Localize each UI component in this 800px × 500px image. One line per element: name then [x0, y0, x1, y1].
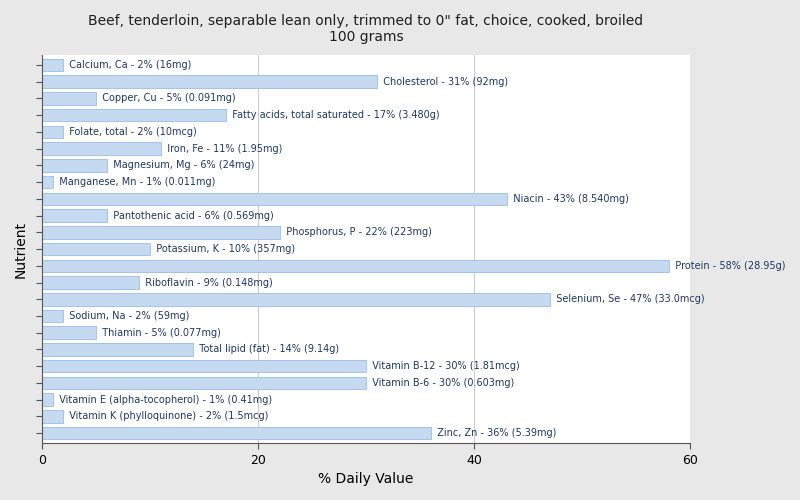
Text: Magnesium, Mg - 6% (24mg): Magnesium, Mg - 6% (24mg) [106, 160, 254, 170]
Bar [42, 293, 550, 306]
Bar [42, 410, 63, 422]
Text: Sodium, Na - 2% (59mg): Sodium, Na - 2% (59mg) [63, 311, 190, 321]
Text: Selenium, Se - 47% (33.0mcg): Selenium, Se - 47% (33.0mcg) [550, 294, 704, 304]
Bar [42, 326, 96, 339]
Bar [42, 226, 279, 238]
Text: Vitamin B-12 - 30% (1.81mcg): Vitamin B-12 - 30% (1.81mcg) [366, 361, 520, 371]
Bar [42, 192, 506, 205]
Text: Riboflavin - 9% (0.148mg): Riboflavin - 9% (0.148mg) [139, 278, 273, 287]
Text: Vitamin K (phylloquinone) - 2% (1.5mcg): Vitamin K (phylloquinone) - 2% (1.5mcg) [63, 412, 269, 422]
Title: Beef, tenderloin, separable lean only, trimmed to 0" fat, choice, cooked, broile: Beef, tenderloin, separable lean only, t… [89, 14, 643, 44]
Bar [42, 276, 139, 289]
Bar [42, 58, 63, 71]
Text: Fatty acids, total saturated - 17% (3.480g): Fatty acids, total saturated - 17% (3.48… [226, 110, 439, 120]
Text: Folate, total - 2% (10mcg): Folate, total - 2% (10mcg) [63, 127, 197, 137]
Bar [42, 360, 366, 372]
Text: Protein - 58% (28.95g): Protein - 58% (28.95g) [669, 261, 785, 271]
Bar [42, 126, 63, 138]
Bar [42, 159, 106, 172]
Text: Total lipid (fat) - 14% (9.14g): Total lipid (fat) - 14% (9.14g) [193, 344, 339, 354]
Bar [42, 243, 150, 256]
Bar [42, 76, 377, 88]
Text: Vitamin B-6 - 30% (0.603mg): Vitamin B-6 - 30% (0.603mg) [366, 378, 514, 388]
Bar [42, 394, 53, 406]
Text: Calcium, Ca - 2% (16mg): Calcium, Ca - 2% (16mg) [63, 60, 192, 70]
Text: Potassium, K - 10% (357mg): Potassium, K - 10% (357mg) [150, 244, 295, 254]
Text: Manganese, Mn - 1% (0.011mg): Manganese, Mn - 1% (0.011mg) [53, 177, 215, 187]
Text: Iron, Fe - 11% (1.95mg): Iron, Fe - 11% (1.95mg) [161, 144, 282, 154]
Text: Copper, Cu - 5% (0.091mg): Copper, Cu - 5% (0.091mg) [96, 94, 235, 104]
Bar [42, 142, 161, 155]
Bar [42, 210, 106, 222]
X-axis label: % Daily Value: % Daily Value [318, 472, 414, 486]
Text: Pantothenic acid - 6% (0.569mg): Pantothenic acid - 6% (0.569mg) [106, 210, 274, 220]
Bar [42, 260, 669, 272]
Bar [42, 176, 53, 188]
Text: Vitamin E (alpha-tocopherol) - 1% (0.41mg): Vitamin E (alpha-tocopherol) - 1% (0.41m… [53, 394, 272, 404]
Bar [42, 343, 193, 355]
Text: Cholesterol - 31% (92mg): Cholesterol - 31% (92mg) [377, 76, 508, 86]
Bar [42, 310, 63, 322]
Bar [42, 92, 96, 105]
Text: Niacin - 43% (8.540mg): Niacin - 43% (8.540mg) [506, 194, 629, 204]
Bar [42, 376, 366, 389]
Text: Zinc, Zn - 36% (5.39mg): Zinc, Zn - 36% (5.39mg) [431, 428, 556, 438]
Text: Phosphorus, P - 22% (223mg): Phosphorus, P - 22% (223mg) [279, 228, 431, 237]
Text: Thiamin - 5% (0.077mg): Thiamin - 5% (0.077mg) [96, 328, 221, 338]
Y-axis label: Nutrient: Nutrient [14, 220, 28, 278]
Bar [42, 109, 226, 122]
Bar [42, 427, 431, 440]
